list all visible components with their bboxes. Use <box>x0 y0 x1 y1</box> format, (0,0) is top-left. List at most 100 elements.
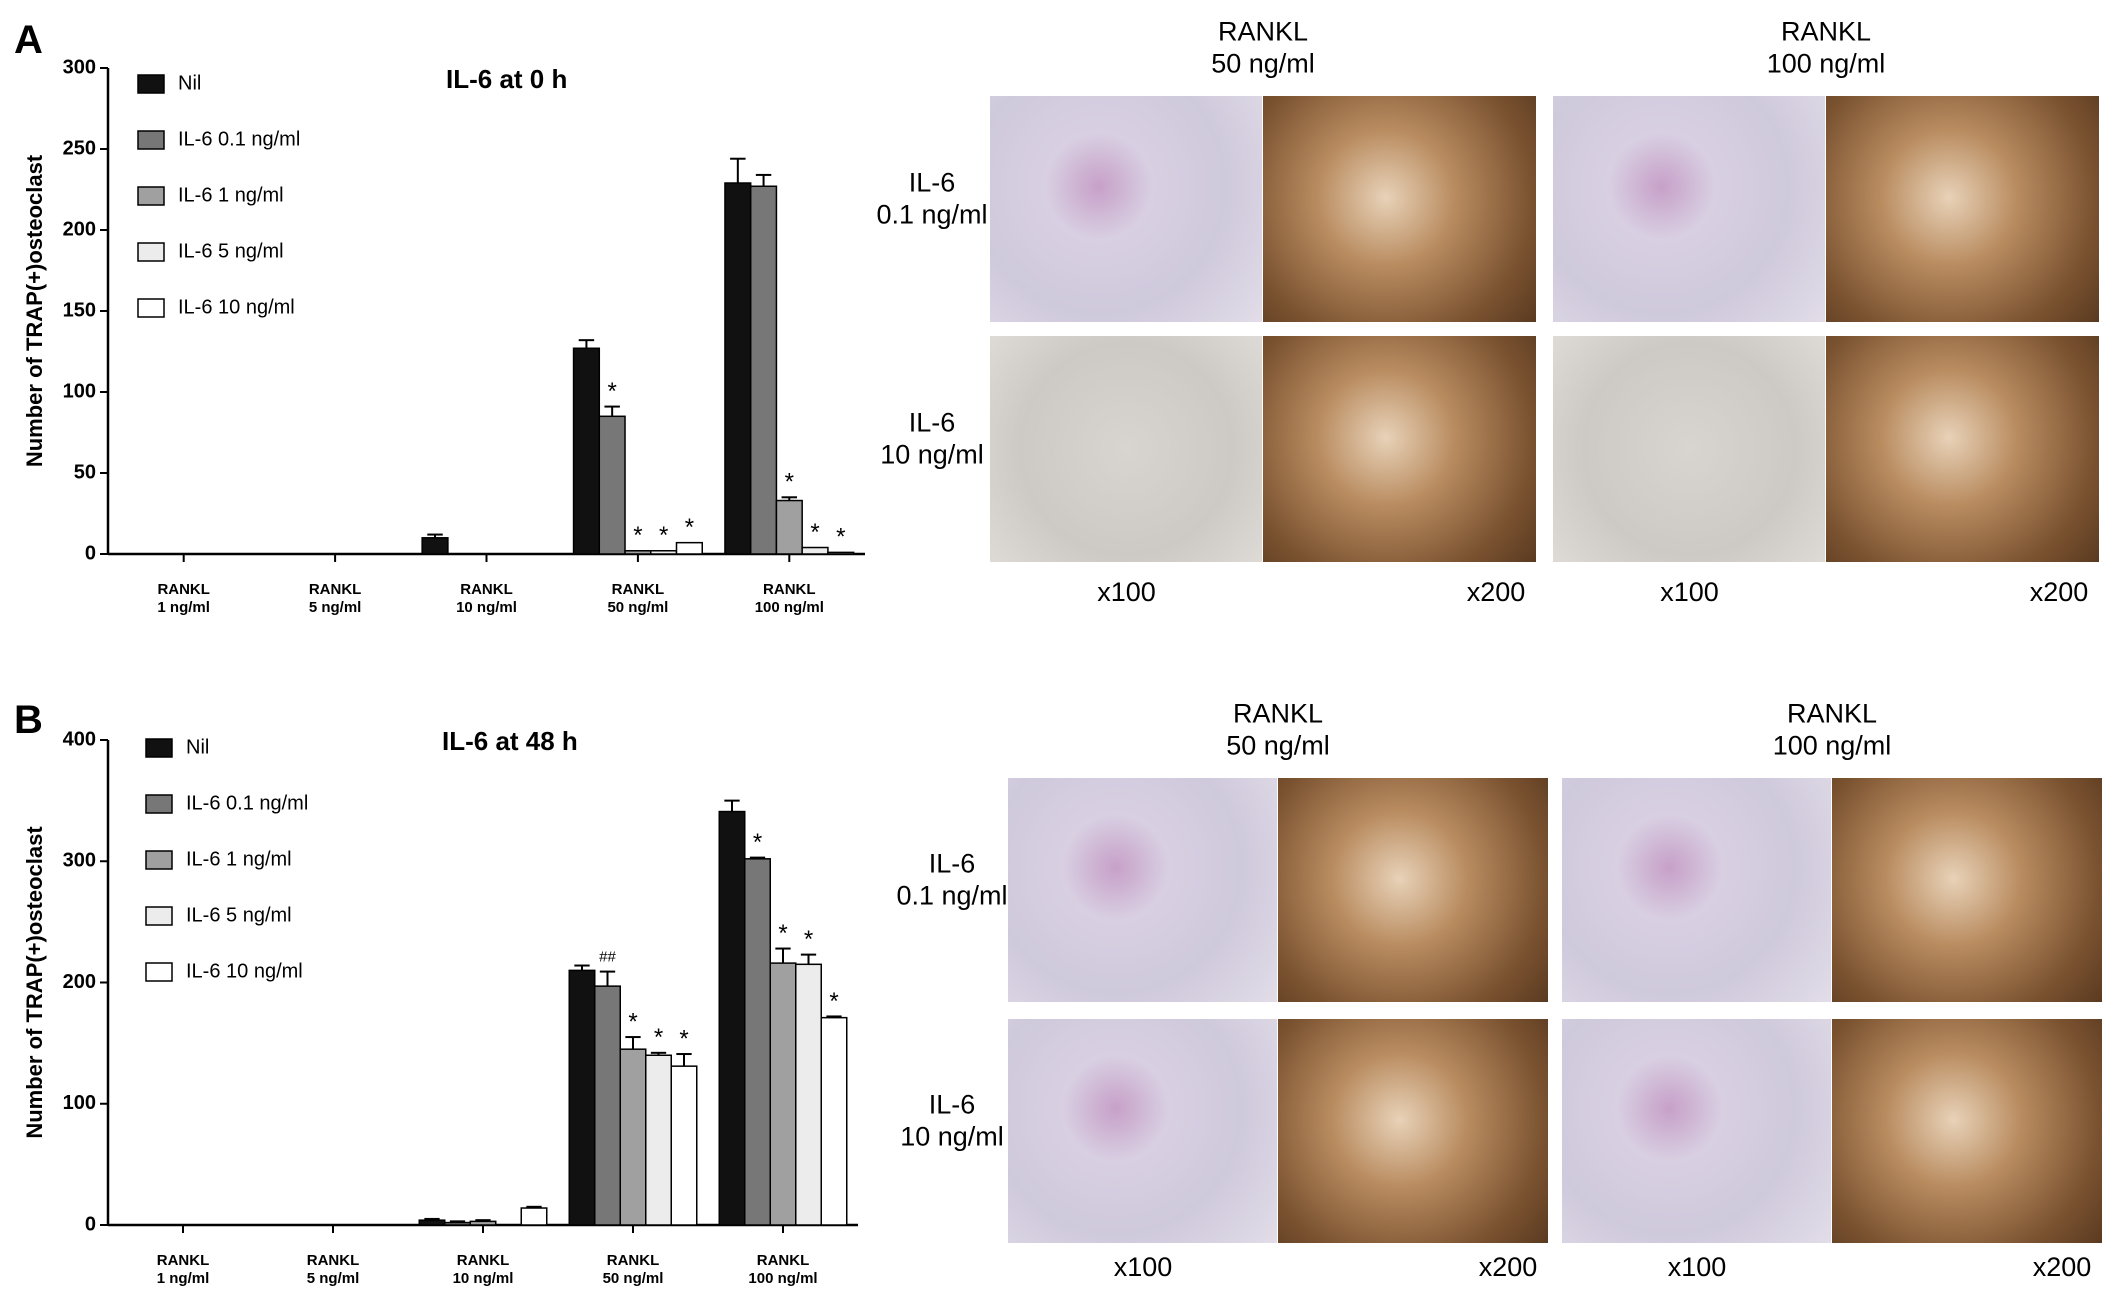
significance-marker: * <box>836 524 845 551</box>
x-tick-label: RANKL 100 ng/ml <box>754 581 824 616</box>
micrograph-pit <box>1832 778 2102 1002</box>
column-header: RANKL 100 ng/ml <box>1772 698 1892 761</box>
micrograph-pit <box>1832 1019 2102 1243</box>
y-tick-label: 300 <box>63 56 96 78</box>
x-tick-label: RANKL 10 ng/ml <box>456 581 517 616</box>
legend-label: Nil <box>178 72 201 94</box>
magnification-label: x100 <box>1113 1251 1173 1282</box>
significance-marker: * <box>785 469 794 496</box>
legend-swatch <box>145 738 173 758</box>
x-tick-label: RANKL 10 ng/ml <box>452 1252 514 1287</box>
significance-marker: * <box>607 378 616 405</box>
legend-swatch <box>137 242 165 262</box>
y-tick-label: 0 <box>85 542 96 564</box>
magnification-label: x200 <box>1466 576 1526 607</box>
bar <box>469 1220 497 1226</box>
legend-swatch <box>145 850 173 870</box>
bar <box>568 969 596 1226</box>
row-label: IL-6 0.1 ng/ml <box>896 848 1008 911</box>
micrograph-pit <box>1826 96 2099 322</box>
legend-label: IL-6 10 ng/ml <box>178 296 295 318</box>
y-tick-label: 200 <box>63 971 96 993</box>
legend-swatch <box>145 962 173 982</box>
legend-label: IL-6 1 ng/ml <box>186 848 292 870</box>
significance-marker: * <box>804 926 813 953</box>
y-axis-label: Number of TRAP(+)osteoclast <box>22 826 47 1139</box>
significance-marker: * <box>659 522 668 549</box>
column-header: RANKL 100 ng/ml <box>1766 16 1886 79</box>
y-tick-label: 150 <box>63 299 96 321</box>
significance-marker: ## <box>599 949 616 966</box>
micrograph-trap <box>1562 778 1831 1002</box>
column-header: RANKL 50 ng/ml <box>1211 16 1315 79</box>
legend-label: IL-6 0.1 ng/ml <box>178 128 300 150</box>
legend-swatch <box>137 74 165 94</box>
bar <box>820 1016 848 1226</box>
bar <box>421 537 449 555</box>
micrograph-trap <box>1553 96 1825 322</box>
panel-letter: A <box>14 18 43 62</box>
bar <box>718 810 746 1226</box>
significance-marker: * <box>679 1025 688 1052</box>
significance-marker: * <box>633 522 642 549</box>
bar <box>724 182 752 555</box>
micrograph-pit <box>1263 336 1536 562</box>
bar <box>769 962 797 1226</box>
bar <box>827 551 855 555</box>
x-tick-label: RANKL 50 ng/ml <box>607 581 669 616</box>
bar <box>572 347 601 555</box>
micrograph-pit <box>1278 1019 1548 1243</box>
bar <box>775 499 803 555</box>
magnification-label: x200 <box>1478 1251 1538 1282</box>
micrograph-pit <box>1263 96 1536 322</box>
magnification-label: x200 <box>2029 576 2089 607</box>
micrograph-trap <box>990 96 1262 322</box>
significance-marker: * <box>654 1024 663 1051</box>
significance-marker: * <box>753 829 762 856</box>
legend-label: IL-6 1 ng/ml <box>178 184 284 206</box>
row-label: IL-6 0.1 ng/ml <box>876 167 988 230</box>
row-label: IL-6 10 ng/ml <box>880 407 984 470</box>
bar <box>520 1207 548 1226</box>
bar <box>749 185 778 555</box>
x-tick-label: RANKL 5 ng/ml <box>308 581 362 616</box>
row-label: IL-6 10 ng/ml <box>900 1089 1004 1152</box>
y-tick-label: 300 <box>63 850 96 872</box>
x-tick-label: RANKL 1 ng/ml <box>156 1252 210 1287</box>
micrograph-trap <box>1562 1019 1831 1243</box>
bar <box>598 415 626 555</box>
bar <box>670 1065 698 1226</box>
micrograph-pit <box>1278 778 1548 1002</box>
x-tick-label: RANKL 50 ng/ml <box>602 1252 664 1287</box>
chart-title: IL-6 at 0 h <box>446 64 567 94</box>
legend-label: IL-6 5 ng/ml <box>186 904 292 926</box>
y-tick-label: 400 <box>63 728 96 750</box>
bar <box>444 1221 471 1226</box>
panel-letter: B <box>14 698 43 742</box>
micrograph-trap <box>1008 1019 1277 1243</box>
magnification-label: x100 <box>1097 576 1156 607</box>
y-tick-label: 250 <box>63 137 96 159</box>
y-axis-label: Number of TRAP(+)osteoclast <box>22 154 47 467</box>
legend-label: IL-6 5 ng/ml <box>178 240 284 262</box>
magnification-label: x100 <box>1667 1251 1727 1282</box>
x-tick-label: RANKL 5 ng/ml <box>306 1252 360 1287</box>
bar <box>418 1219 446 1226</box>
bar <box>624 550 652 555</box>
legend-swatch <box>137 130 165 150</box>
legend-swatch <box>145 794 173 814</box>
legend-swatch <box>145 906 173 926</box>
bar <box>744 858 771 1226</box>
legend-swatch <box>137 186 165 206</box>
micrograph-trap <box>1553 336 1825 562</box>
x-tick-label: RANKL 1 ng/ml <box>157 581 210 616</box>
legend-label: IL-6 10 ng/ml <box>186 960 303 982</box>
y-tick-label: 0 <box>85 1213 96 1235</box>
significance-marker: * <box>829 988 838 1015</box>
bar <box>619 1048 647 1226</box>
significance-marker: * <box>685 514 694 541</box>
bar <box>795 963 822 1226</box>
y-tick-label: 100 <box>63 380 96 402</box>
